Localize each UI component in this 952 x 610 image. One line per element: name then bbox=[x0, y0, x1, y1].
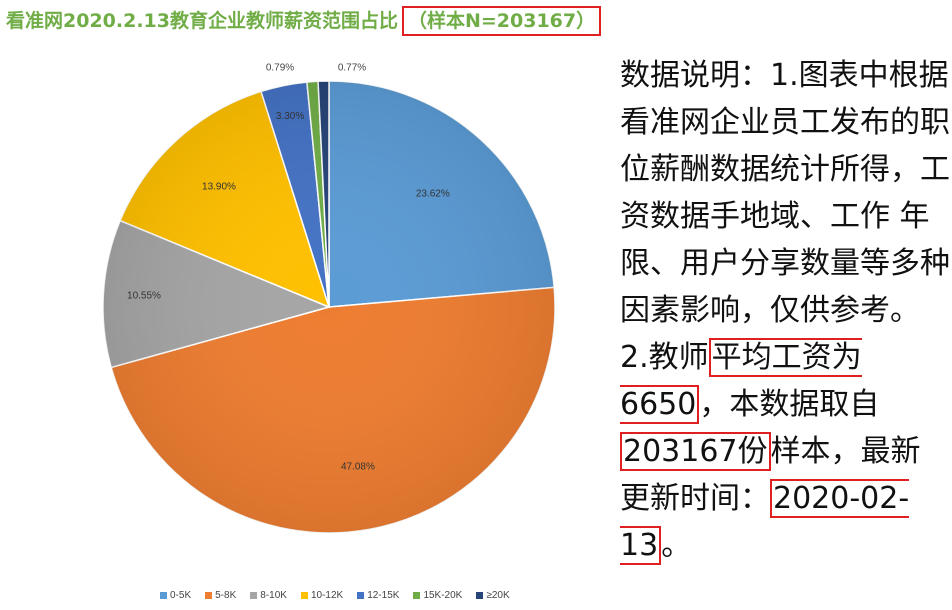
note-line2-prefix: 2.教师 bbox=[620, 340, 709, 375]
legend-swatch bbox=[413, 591, 421, 599]
chart-title: 看准网2020.2.13教育企业教师薪资范围占比 （样本N=203167） bbox=[6, 6, 602, 36]
legend-item-8-10k: 8-10K bbox=[250, 590, 287, 601]
data-label-slice-20k-plus: 0.77% bbox=[338, 63, 366, 74]
sample-count-highlight: 203167份 bbox=[620, 432, 771, 471]
legend-label: 8-10K bbox=[260, 590, 287, 601]
update-date-highlight: 2020-02-13 bbox=[620, 479, 910, 565]
pie-data-labels: 23.62% 47.08% 10.55% 13.90% 3.30% 0.79% 0.77% bbox=[127, 63, 450, 473]
data-label-slice-15k-20k: 0.79% bbox=[266, 63, 294, 74]
sample-size-highlight: （样本N=203167） bbox=[401, 6, 602, 36]
legend-swatch bbox=[476, 591, 484, 599]
chart-title-main: 看准网2020.2.13教育企业教师薪资范围占比 bbox=[6, 10, 398, 32]
data-description: 数据说明：1.图表中根据看准网企业员工发布的职位薪酬数据统计所得，工资数据手地域… bbox=[620, 52, 950, 569]
legend-label: ≥20K bbox=[486, 590, 510, 601]
legend-label: 15K-20K bbox=[423, 590, 463, 601]
note-end: 。 bbox=[661, 528, 692, 563]
pie-slices bbox=[102, 80, 556, 534]
legend-item-0-5k: 0-5K bbox=[160, 590, 191, 601]
note-line2-suffix: 样本，最新更新时间： bbox=[620, 434, 921, 516]
legend-item-5-8k: 5-8K bbox=[205, 590, 236, 601]
legend-item-10-12k: 10-12K bbox=[300, 590, 344, 601]
legend-swatch bbox=[160, 591, 167, 599]
legend-label: 12-15K bbox=[367, 590, 400, 601]
legend-swatch bbox=[300, 591, 308, 599]
legend-swatch bbox=[357, 591, 365, 599]
data-label-slice-8-10k: 10.55% bbox=[127, 290, 161, 301]
note-line2-mid: ，本数据取自 bbox=[699, 387, 880, 422]
chart-legend: 0-5K 5-8K 8-10K 10-12K 12-15K 15K-20K ≥20K bbox=[160, 590, 524, 604]
avg-salary-highlight: 平均工资为6650 bbox=[620, 338, 862, 424]
data-label-slice-0-5k: 23.62% bbox=[416, 188, 450, 199]
legend-label: 0-5K bbox=[170, 590, 192, 601]
data-label-slice-10-12k: 13.90% bbox=[202, 182, 236, 193]
legend-item-20k-plus: ≥20K bbox=[476, 590, 510, 601]
note-line1: 数据说明：1.图表中根据看准网企业员工发布的职位薪酬数据统计所得，工资数据手地域… bbox=[620, 58, 950, 328]
legend-item-12-15k: 12-15K bbox=[357, 590, 399, 601]
data-label-slice-5-8k: 47.08% bbox=[341, 462, 375, 473]
legend-item-15k-20k: 15K-20K bbox=[413, 590, 462, 601]
legend-swatch bbox=[205, 591, 213, 599]
legend-label: 5-8K bbox=[215, 590, 237, 601]
legend-label: 10-12K bbox=[310, 590, 344, 601]
data-label-slice-12-15k: 3.30% bbox=[276, 111, 304, 122]
legend-swatch bbox=[250, 591, 258, 599]
